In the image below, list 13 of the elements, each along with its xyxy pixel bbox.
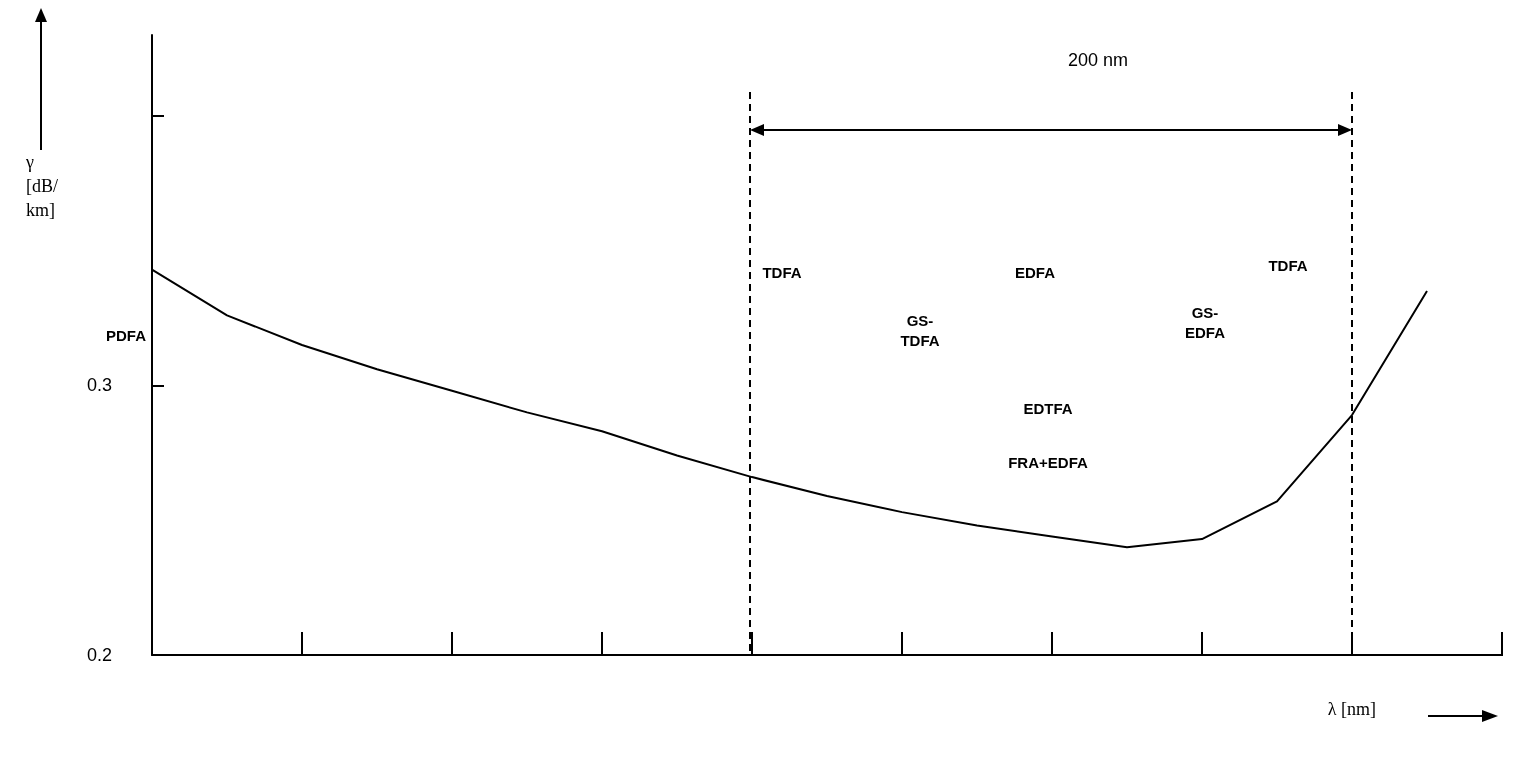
annotation: 200 nm (1067, 50, 1129, 70)
annotation: FRA+EDFA (1008, 453, 1088, 471)
text: PDFA (105, 326, 147, 344)
x-axis-title: λ [nm] (1327, 699, 1376, 719)
annotation: GS- TDFA (900, 311, 940, 349)
annotation: TDFA (1268, 256, 1308, 274)
annotation: EDTFA (1023, 399, 1073, 417)
y-tick-label: 0.3 (86, 375, 112, 396)
annotation: TDFA (762, 263, 802, 281)
y-tick-label: 0.2 (86, 645, 112, 665)
annotation: EDFA (1014, 263, 1056, 281)
annotation: GS- EDFA (1184, 303, 1226, 341)
y-axis-title: γ [dB/km] (25, 152, 59, 220)
